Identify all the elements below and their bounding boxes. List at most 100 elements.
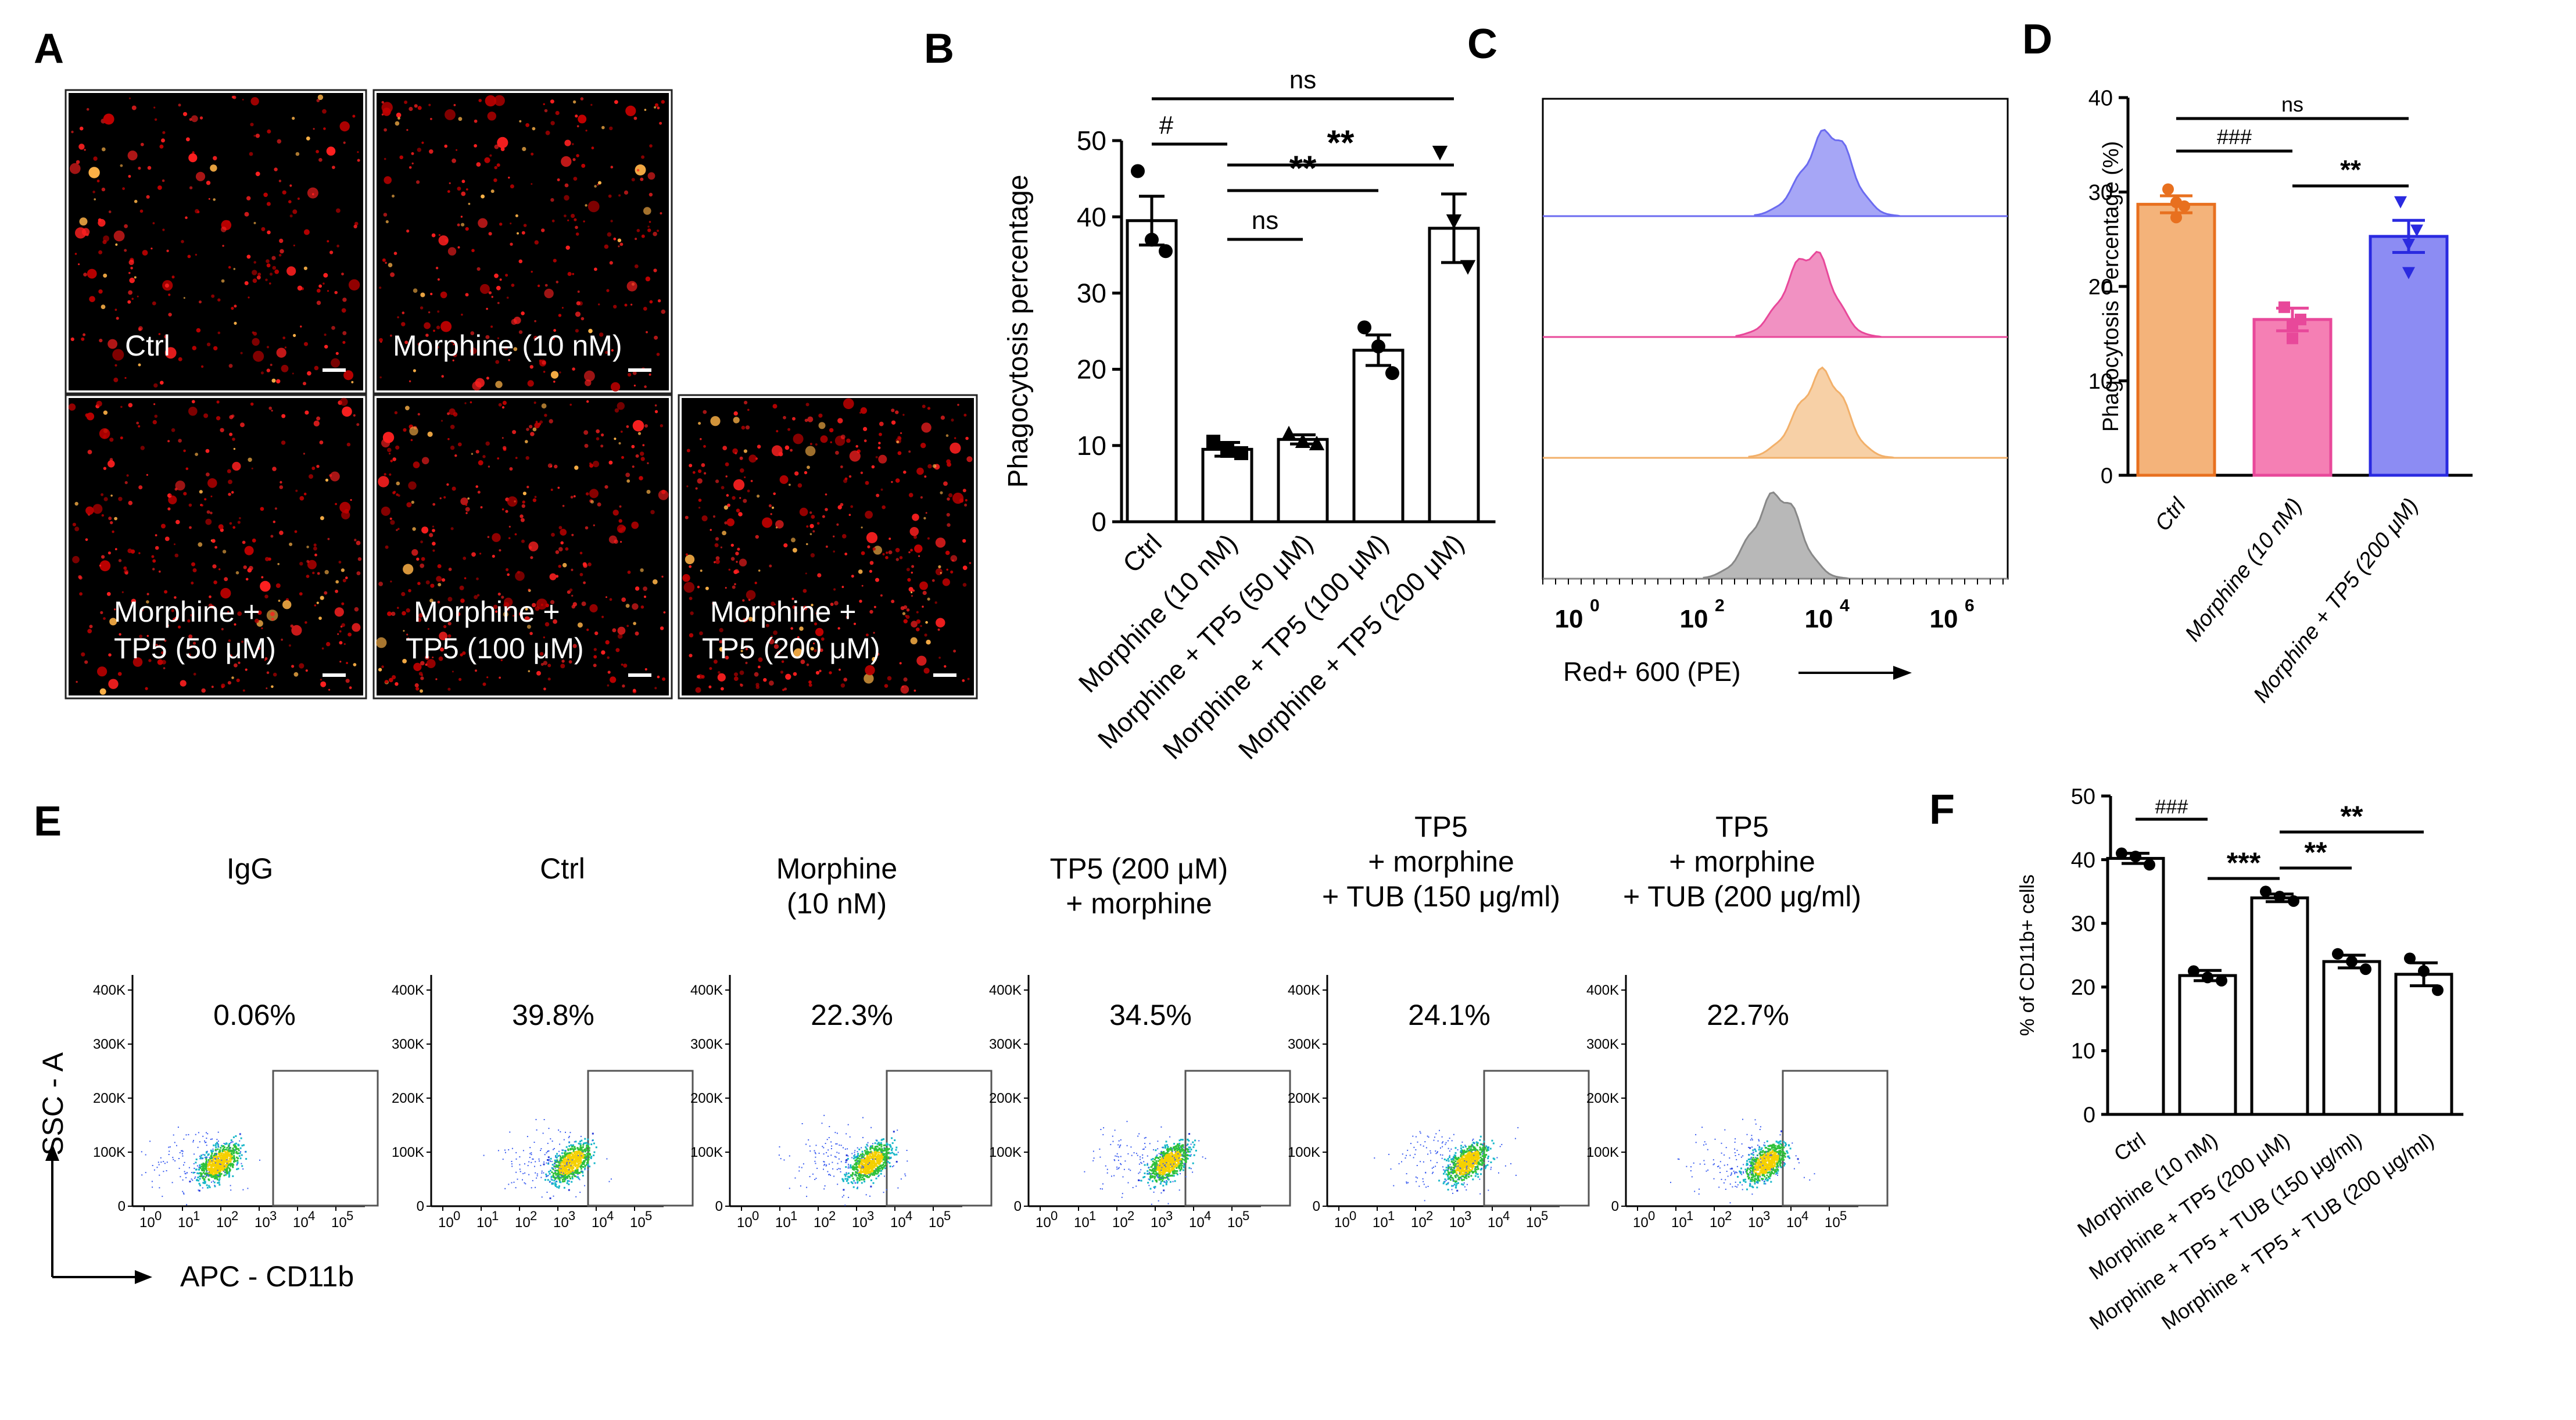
cell-dot [190, 614, 193, 617]
cell-dot [444, 144, 447, 148]
cell-dot [222, 245, 224, 247]
cell-dot [97, 666, 108, 677]
cell-dot [130, 267, 133, 270]
event-dot [229, 1157, 231, 1160]
cell-dot [248, 296, 250, 299]
cell-dot [564, 195, 569, 201]
cell-dot [653, 268, 657, 272]
event-dot [1153, 1161, 1155, 1164]
cell-dot [911, 591, 913, 594]
cell-dot [775, 520, 784, 529]
event-dot [887, 1152, 890, 1154]
cell-dot [101, 514, 104, 517]
cell-dot [779, 475, 789, 484]
cell-dot [562, 562, 567, 568]
cell-dot [167, 507, 171, 511]
cell-dot [532, 427, 537, 432]
caption-tp5-100-line2: TP5 (100 μM) [406, 632, 584, 665]
sparse-event-dot [893, 1165, 894, 1167]
cell-dot [504, 346, 508, 350]
sparse-event-dot [806, 1196, 808, 1197]
cell-dot [218, 568, 221, 571]
cell-dot [740, 468, 744, 473]
sparse-event-dot [789, 1155, 790, 1157]
event-dot [209, 1157, 212, 1160]
cell-dot [204, 498, 207, 501]
cell-dot [110, 494, 113, 497]
cell-dot [428, 311, 431, 314]
event-dot [215, 1172, 217, 1174]
sparse-event-dot [184, 1171, 185, 1172]
cell-dot [543, 371, 546, 373]
cell-dot [458, 117, 463, 121]
cell-dot [345, 679, 350, 683]
cell-dot [799, 626, 804, 631]
sparse-event-dot [575, 1196, 577, 1197]
cell-dot [558, 565, 561, 568]
cell-dot [810, 553, 815, 558]
cell-dot [271, 378, 276, 383]
cell-dot [435, 678, 438, 680]
cell-dot [224, 577, 228, 582]
event-dot [217, 1162, 220, 1164]
cell-dot [494, 144, 499, 149]
cell-dot [607, 232, 612, 237]
cell-dot [464, 577, 467, 579]
cell-dot [152, 568, 155, 571]
event-dot [224, 1154, 226, 1156]
data-point-square [2278, 301, 2290, 313]
event-dot [880, 1172, 882, 1175]
cell-dot [791, 597, 794, 600]
x-category-label: Ctrl [1117, 528, 1167, 578]
sparse-event-dot [847, 1124, 849, 1125]
cell-dot [903, 619, 908, 624]
sparse-event-dot [543, 1119, 545, 1120]
cell-dot [884, 684, 888, 688]
cell-dot [425, 664, 428, 666]
cell-dot [581, 317, 585, 321]
event-dot [230, 1165, 232, 1167]
sparse-event-dot [182, 1155, 184, 1157]
event-dot [198, 1172, 200, 1175]
cell-dot [488, 291, 492, 295]
cell-dot [572, 367, 575, 371]
sparse-event-dot [555, 1177, 557, 1178]
cell-dot [182, 112, 188, 116]
cell-dot [656, 230, 660, 232]
event-dot [1181, 1164, 1183, 1167]
sparse-event-dot [574, 1141, 575, 1143]
event-dot [571, 1181, 573, 1183]
event-dot [865, 1153, 868, 1155]
cell-dot [962, 539, 966, 543]
cell-dot [624, 303, 628, 307]
cell-dot [657, 675, 660, 679]
event-dot [221, 1154, 224, 1156]
cell-dot [438, 583, 442, 587]
sparse-event-dot [553, 1148, 555, 1149]
cell-dot [873, 632, 875, 634]
event-dot [1149, 1188, 1152, 1190]
cell-dot [878, 454, 887, 464]
cell-dot [281, 440, 286, 445]
sparse-event-dot [160, 1157, 162, 1159]
cell-dot [331, 326, 335, 330]
cell-dot [417, 342, 421, 346]
cell-dot [829, 671, 832, 675]
sparse-event-dot [544, 1154, 546, 1156]
event-dot [581, 1152, 583, 1153]
event-dot [241, 1154, 243, 1156]
sparse-event-dot [827, 1171, 829, 1172]
cell-dot [342, 579, 346, 583]
cell-dot [488, 232, 492, 236]
sparse-event-dot [569, 1132, 571, 1134]
cell-dot [840, 503, 844, 507]
event-dot [852, 1168, 854, 1170]
event-dot [870, 1167, 872, 1170]
cell-dot [305, 669, 308, 672]
cell-dot [453, 343, 455, 346]
sparse-event-dot [535, 1161, 536, 1163]
cell-dot [604, 485, 608, 489]
event-dot [213, 1168, 216, 1171]
cell-dot [654, 410, 658, 414]
cell-dot [228, 639, 231, 642]
